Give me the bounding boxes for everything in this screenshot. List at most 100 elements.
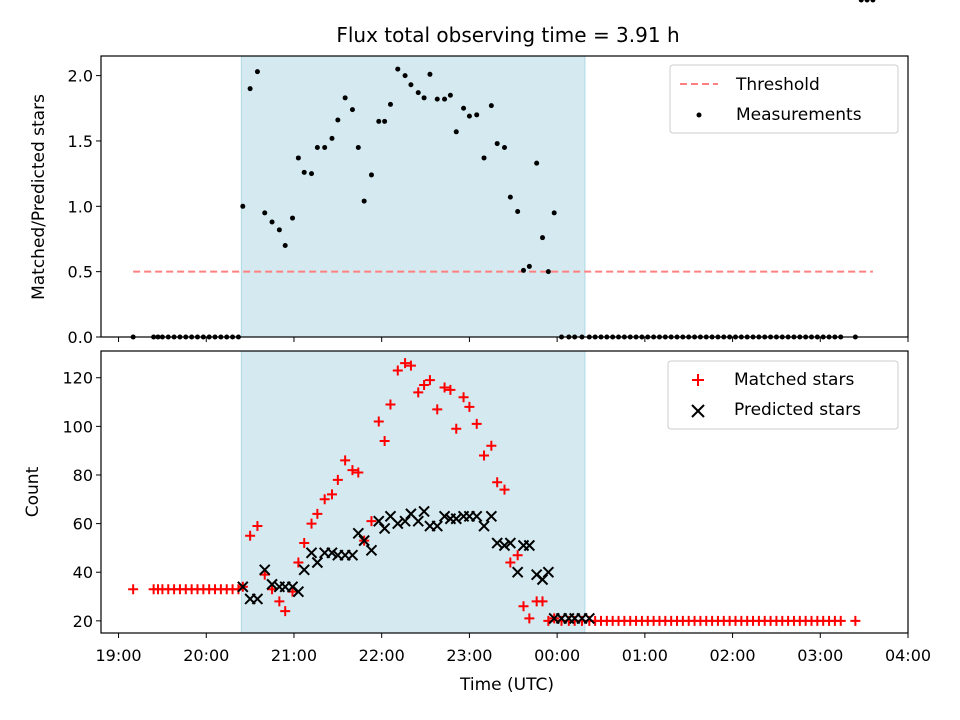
observing-window-span-bottom — [240, 351, 586, 633]
matched-star-point — [445, 384, 456, 395]
top-axes-frame — [100, 55, 909, 338]
predicted-star-point — [251, 593, 264, 605]
matched-star-point — [326, 489, 337, 500]
bottom-y-axis: 20 40 60 80 100 120 — [62, 369, 101, 631]
predicted-star-point — [365, 544, 378, 557]
matched-star-point — [267, 584, 278, 595]
x-tick-label: 01:00 — [622, 646, 668, 665]
y-tick-label: 1.0 — [68, 197, 93, 216]
matched-star-point — [245, 530, 256, 541]
measurement-point — [387, 101, 393, 107]
measurement-point — [507, 194, 513, 200]
measurement-point — [254, 69, 260, 75]
matched-star-point — [492, 477, 503, 488]
matched-star-point — [373, 416, 384, 427]
measurement-point — [481, 155, 487, 161]
measurement-point — [402, 73, 408, 79]
predicted-star-point — [266, 578, 278, 591]
matched-star-point — [252, 521, 263, 532]
predicted-legend-swatch — [691, 404, 705, 418]
top-y-axis-label: Matched/Predicted stars — [29, 94, 49, 300]
measurement-point — [368, 172, 374, 178]
measurement-point — [322, 144, 328, 150]
matched-star-point — [499, 484, 510, 495]
predicted-star-point — [431, 520, 443, 532]
measurement-point — [342, 95, 348, 101]
measurement-point — [335, 117, 341, 123]
threshold-legend-label: Threshold — [735, 75, 820, 95]
matched-star-point — [405, 360, 416, 371]
predicted-star-point — [326, 547, 338, 559]
measurement-point — [382, 118, 388, 124]
measurement-point — [494, 141, 500, 147]
bottom-panel: 20 40 60 80 100 120 19:00 20:00 21:00 22:00 23:00… — [23, 351, 931, 695]
bottom-y-axis-label: Count — [23, 466, 43, 517]
predicted-star-point — [412, 515, 424, 527]
measurement-point — [474, 112, 480, 118]
x-tick-label: 04:00 — [885, 646, 931, 665]
matched-star-point — [347, 465, 358, 476]
matched-star-point — [518, 601, 529, 612]
matched-star-point — [464, 401, 475, 412]
measurement-point — [864, 0, 870, 3]
top-legend-box — [669, 64, 899, 134]
y-tick-label: 20 — [73, 612, 93, 631]
predicted-star-point — [542, 566, 555, 578]
matched-star-point — [312, 508, 323, 519]
matched-star-point — [419, 380, 430, 391]
matched-star-point — [413, 387, 424, 398]
measurement-point — [551, 210, 557, 216]
matched-legend-swatch — [692, 374, 704, 386]
measurement-point — [408, 82, 414, 88]
measurement-point — [282, 243, 288, 249]
x-tick-label: 20:00 — [183, 646, 229, 665]
measurement-point — [427, 71, 433, 77]
measurement-point — [421, 95, 427, 101]
matched-star-point — [306, 518, 317, 529]
predicted-stars-points — [237, 505, 596, 625]
predicted-legend-label: Predicted stars — [734, 400, 861, 420]
bottom-x-axis: 19:00 20:00 21:00 22:00 23:00 00:00 01:00 02:00… — [95, 633, 931, 665]
y-tick-label: 80 — [73, 466, 93, 485]
observing-window-span-top — [240, 56, 586, 337]
measurement-point — [295, 155, 301, 161]
predicted-star-point — [305, 547, 318, 559]
x-tick-label: 00:00 — [534, 646, 580, 665]
predicted-star-point — [471, 510, 483, 523]
y-tick-label: 1.5 — [68, 132, 93, 151]
predicted-star-point — [418, 505, 430, 518]
matched-star-point — [332, 474, 343, 485]
predicted-star-point — [536, 573, 549, 586]
matched-star-point — [512, 550, 523, 561]
measurement-point — [355, 144, 361, 150]
predicted-star-point — [298, 564, 310, 576]
predicted-star-point — [378, 522, 391, 535]
matched-star-point — [259, 569, 270, 580]
measurement-point — [269, 219, 275, 225]
matched-star-point — [274, 596, 285, 607]
matched-star-point — [280, 606, 291, 617]
matched-star-point — [299, 538, 310, 549]
matched-star-point — [379, 435, 390, 446]
y-tick-label: 0.5 — [68, 263, 93, 282]
matched-star-point — [366, 516, 377, 527]
matched-star-point — [319, 494, 330, 505]
measurement-point — [276, 227, 282, 233]
matched-star-point — [392, 365, 403, 376]
matched-star-point — [505, 557, 516, 568]
matched-star-point — [424, 375, 435, 386]
measurement-point — [526, 263, 532, 269]
measurement-point — [502, 144, 507, 150]
measurement-point — [247, 86, 253, 92]
measurement-point — [545, 269, 551, 275]
measurement-point — [329, 135, 335, 141]
measurement-point — [309, 171, 315, 177]
y-tick-label: 40 — [73, 563, 93, 582]
observing-window-rect — [241, 351, 585, 633]
y-tick-label: 100 — [62, 417, 93, 436]
measurement-point — [858, 0, 864, 3]
matched-star-point — [293, 557, 304, 568]
predicted-star-point — [237, 581, 249, 593]
predicted-star-point — [392, 517, 404, 530]
predicted-star-point — [491, 537, 503, 549]
